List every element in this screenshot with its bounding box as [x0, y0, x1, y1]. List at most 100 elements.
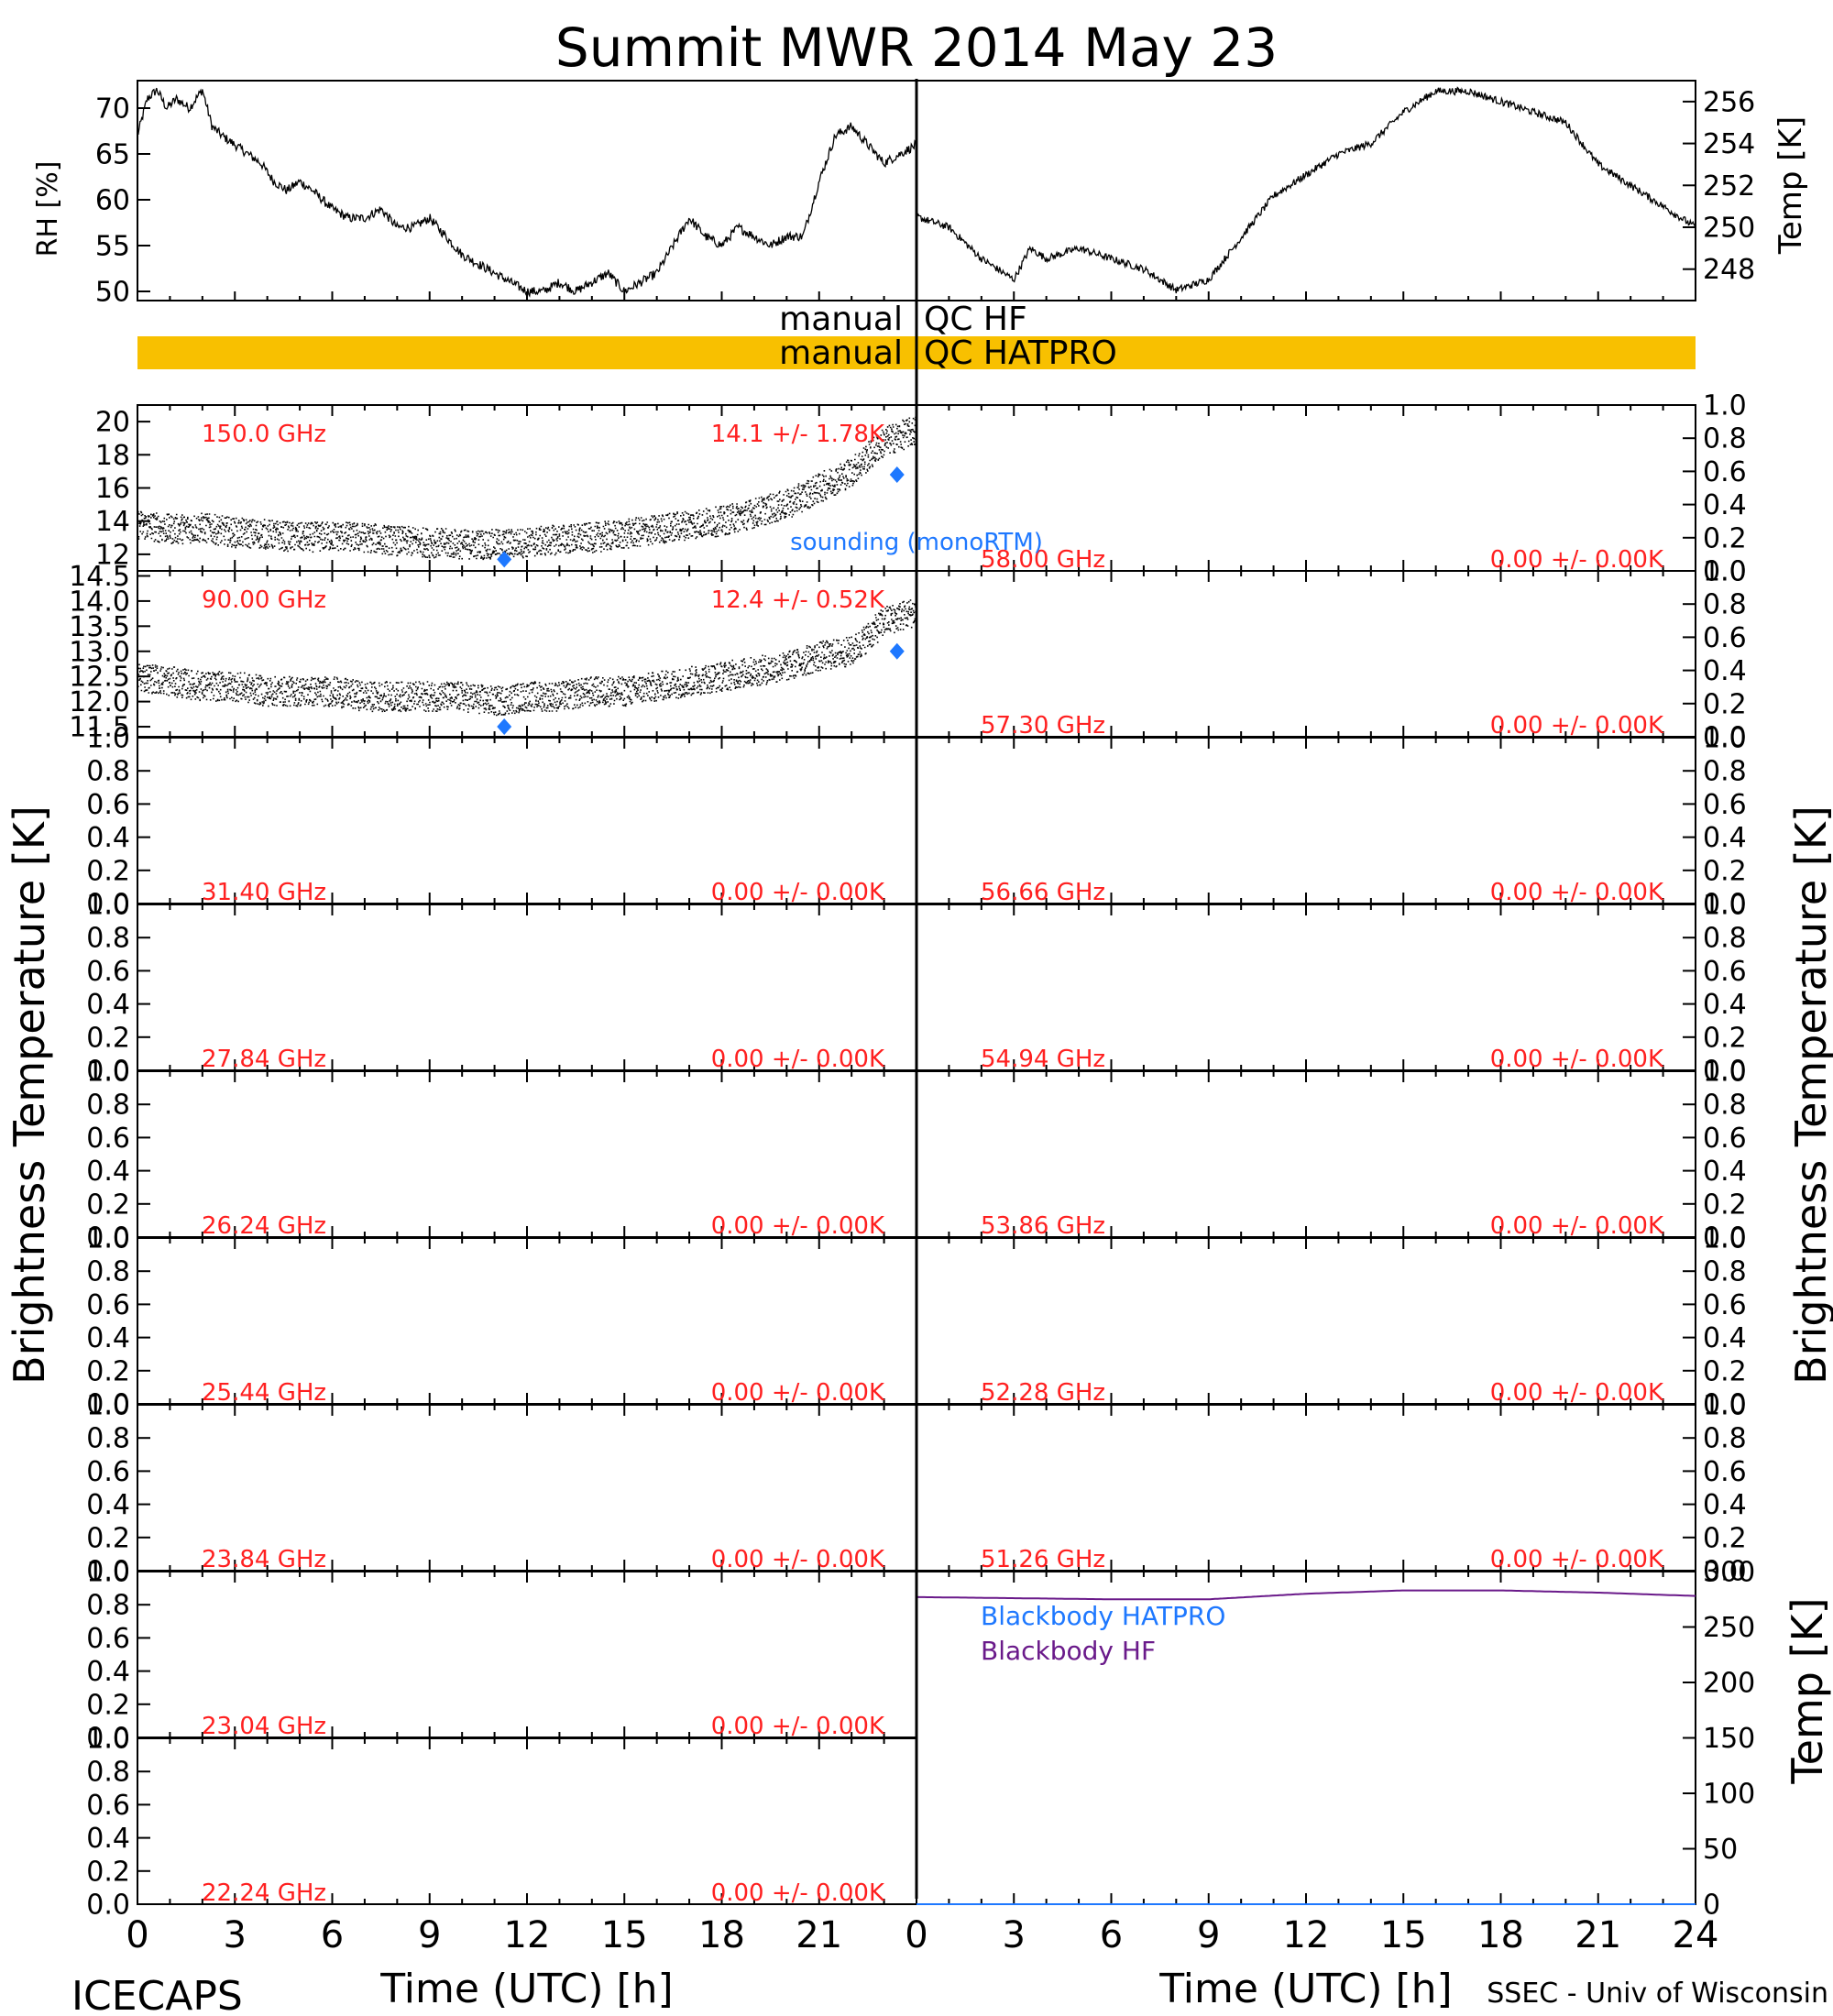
- sounding-marker: [889, 642, 905, 660]
- channel-frequency-label: 23.04 GHz: [202, 1713, 326, 1740]
- channel-data-points: [137, 599, 917, 717]
- channel-frequency-label: 51.26 GHz: [981, 1546, 1105, 1573]
- temp-bottom-axis-label: Temp [K]: [1783, 1597, 1832, 1784]
- y-tick-label: 1.0: [1703, 1223, 1747, 1255]
- xlabel-left: Time (UTC) [h]: [379, 1966, 673, 2012]
- xlabel-right: Time (UTC) [h]: [1158, 1966, 1452, 2012]
- channel-stat-label: 14.1 +/- 1.78K: [711, 421, 885, 448]
- y-tick-label: 256: [1703, 86, 1755, 118]
- y-tick-label: 0.4: [1703, 1322, 1747, 1354]
- y-tick-label: 14.5: [69, 561, 130, 593]
- y-tick-label: 0.6: [86, 1790, 130, 1822]
- y-tick-label: 12: [95, 539, 130, 571]
- time-tick-label: 3: [224, 1914, 247, 1956]
- y-tick-label: 0.2: [1703, 855, 1747, 887]
- y-tick-label: 0.6: [86, 1456, 130, 1488]
- y-tick-label: 0.0: [86, 1389, 130, 1421]
- y-tick-label: 0.0: [1703, 1056, 1747, 1088]
- y-tick-label: 50: [95, 277, 130, 309]
- y-tick-label: 0.8: [86, 1090, 130, 1122]
- y-tick-label: 1.0: [1703, 1057, 1747, 1089]
- y-tick-label: 50: [1703, 1834, 1738, 1866]
- y-tick-label: 1.0: [86, 723, 130, 755]
- channel-frequency-label: 31.40 GHz: [202, 879, 326, 906]
- y-tick-label: 1.0: [1703, 723, 1747, 755]
- y-tick-label: 0.6: [86, 1289, 130, 1321]
- channel-stat-label: 0.00 +/- 0.00K: [711, 1212, 885, 1240]
- y-tick-label: 0.8: [1703, 589, 1747, 621]
- figure-title: Summit MWR 2014 May 23: [555, 16, 1278, 79]
- channel-frequency-label: 23.84 GHz: [202, 1546, 326, 1573]
- y-tick-label: 65: [95, 139, 130, 171]
- channel-stat-label: 0.00 +/- 0.00K: [1490, 879, 1664, 906]
- y-tick-label: 0.4: [86, 1489, 130, 1521]
- y-tick-label: 0.4: [1703, 1489, 1747, 1521]
- y-tick-label: 0.8: [1703, 923, 1747, 955]
- time-tick-label: 24: [1673, 1914, 1719, 1956]
- y-tick-label: 20: [95, 407, 130, 439]
- channel-frequency-label: 150.0 GHz: [202, 421, 326, 448]
- y-tick-label: 0.2: [86, 1022, 130, 1054]
- y-tick-label: 300: [1703, 1557, 1755, 1589]
- channel-stat-label: 0.00 +/- 0.00K: [1490, 1212, 1664, 1240]
- y-tick-label: 0.6: [1703, 1456, 1747, 1488]
- y-tick-label: 248: [1703, 254, 1755, 286]
- channel-data-points: [137, 416, 917, 561]
- y-tick-label: 0.4: [1703, 822, 1747, 854]
- y-tick-label: 0.2: [1703, 522, 1747, 554]
- sounding-marker: [497, 551, 512, 568]
- y-tick-label: 60: [95, 185, 130, 217]
- y-tick-label: 250: [1703, 1612, 1755, 1644]
- sounding-marker: [497, 718, 512, 736]
- y-tick-label: 0.2: [86, 855, 130, 887]
- y-tick-label: 0.6: [1703, 1123, 1747, 1155]
- y-tick-label: 100: [1703, 1779, 1755, 1811]
- y-tick-label: 1.0: [86, 1057, 130, 1089]
- y-tick-label: 150: [1703, 1723, 1755, 1755]
- time-tick-label: 21: [1575, 1914, 1621, 1956]
- blackbody-legend-label: Blackbody HATPRO: [981, 1601, 1225, 1631]
- time-tick-label: 9: [418, 1914, 441, 1956]
- time-tick-label: 0: [905, 1914, 927, 1956]
- y-tick-label: 0.6: [1703, 622, 1747, 654]
- y-tick-label: 0.4: [1703, 489, 1747, 521]
- y-tick-label: 12.5: [69, 662, 130, 694]
- y-tick-label: 0.0: [1703, 1389, 1747, 1421]
- y-tick-label: 0.6: [1703, 1289, 1747, 1321]
- blackbody-legend-label: Blackbody HF: [981, 1636, 1156, 1666]
- y-tick-label: 0.0: [1703, 556, 1747, 588]
- y-tick-label: 250: [1703, 213, 1755, 245]
- y-tick-label: 0.2: [86, 1189, 130, 1221]
- y-tick-label: 0.4: [86, 1322, 130, 1354]
- time-tick-label: 6: [321, 1914, 344, 1956]
- y-tick-label: 0.6: [86, 956, 130, 988]
- time-tick-label: 3: [1003, 1914, 1026, 1956]
- y-tick-label: 11.5: [69, 712, 130, 744]
- y-tick-label: 0.4: [86, 1656, 130, 1688]
- y-tick-label: 0.2: [86, 1689, 130, 1721]
- channel-frequency-label: 58.00 GHz: [981, 546, 1105, 574]
- time-tick-label: 0: [126, 1914, 148, 1956]
- y-tick-label: 0.6: [1703, 789, 1747, 821]
- temp-panel-frame: [916, 80, 1696, 301]
- y-tick-label: 70: [95, 93, 130, 126]
- channel-frequency-label: 52.28 GHz: [981, 1379, 1105, 1407]
- y-tick-label: 0.0: [86, 1723, 130, 1755]
- y-tick-label: 12.0: [69, 686, 130, 718]
- y-tick-label: 0.2: [1703, 1022, 1747, 1054]
- y-tick-label: 0: [1703, 1890, 1720, 1922]
- y-tick-label: 0.4: [86, 1156, 130, 1188]
- y-tick-label: 0.8: [86, 923, 130, 955]
- y-tick-label: 0.8: [1703, 1423, 1747, 1455]
- time-tick-label: 15: [601, 1914, 648, 1956]
- y-tick-label: 0.4: [86, 822, 130, 854]
- y-tick-label: 0.8: [86, 756, 130, 788]
- y-tick-label: 0.0: [1703, 1556, 1747, 1588]
- channel-frequency-label: 56.66 GHz: [981, 879, 1105, 906]
- y-tick-label: 0.2: [86, 1522, 130, 1554]
- channel-stat-label: 0.00 +/- 0.00K: [711, 1379, 885, 1407]
- y-tick-label: 0.4: [86, 1823, 130, 1855]
- rh-panel-frame: [137, 80, 917, 301]
